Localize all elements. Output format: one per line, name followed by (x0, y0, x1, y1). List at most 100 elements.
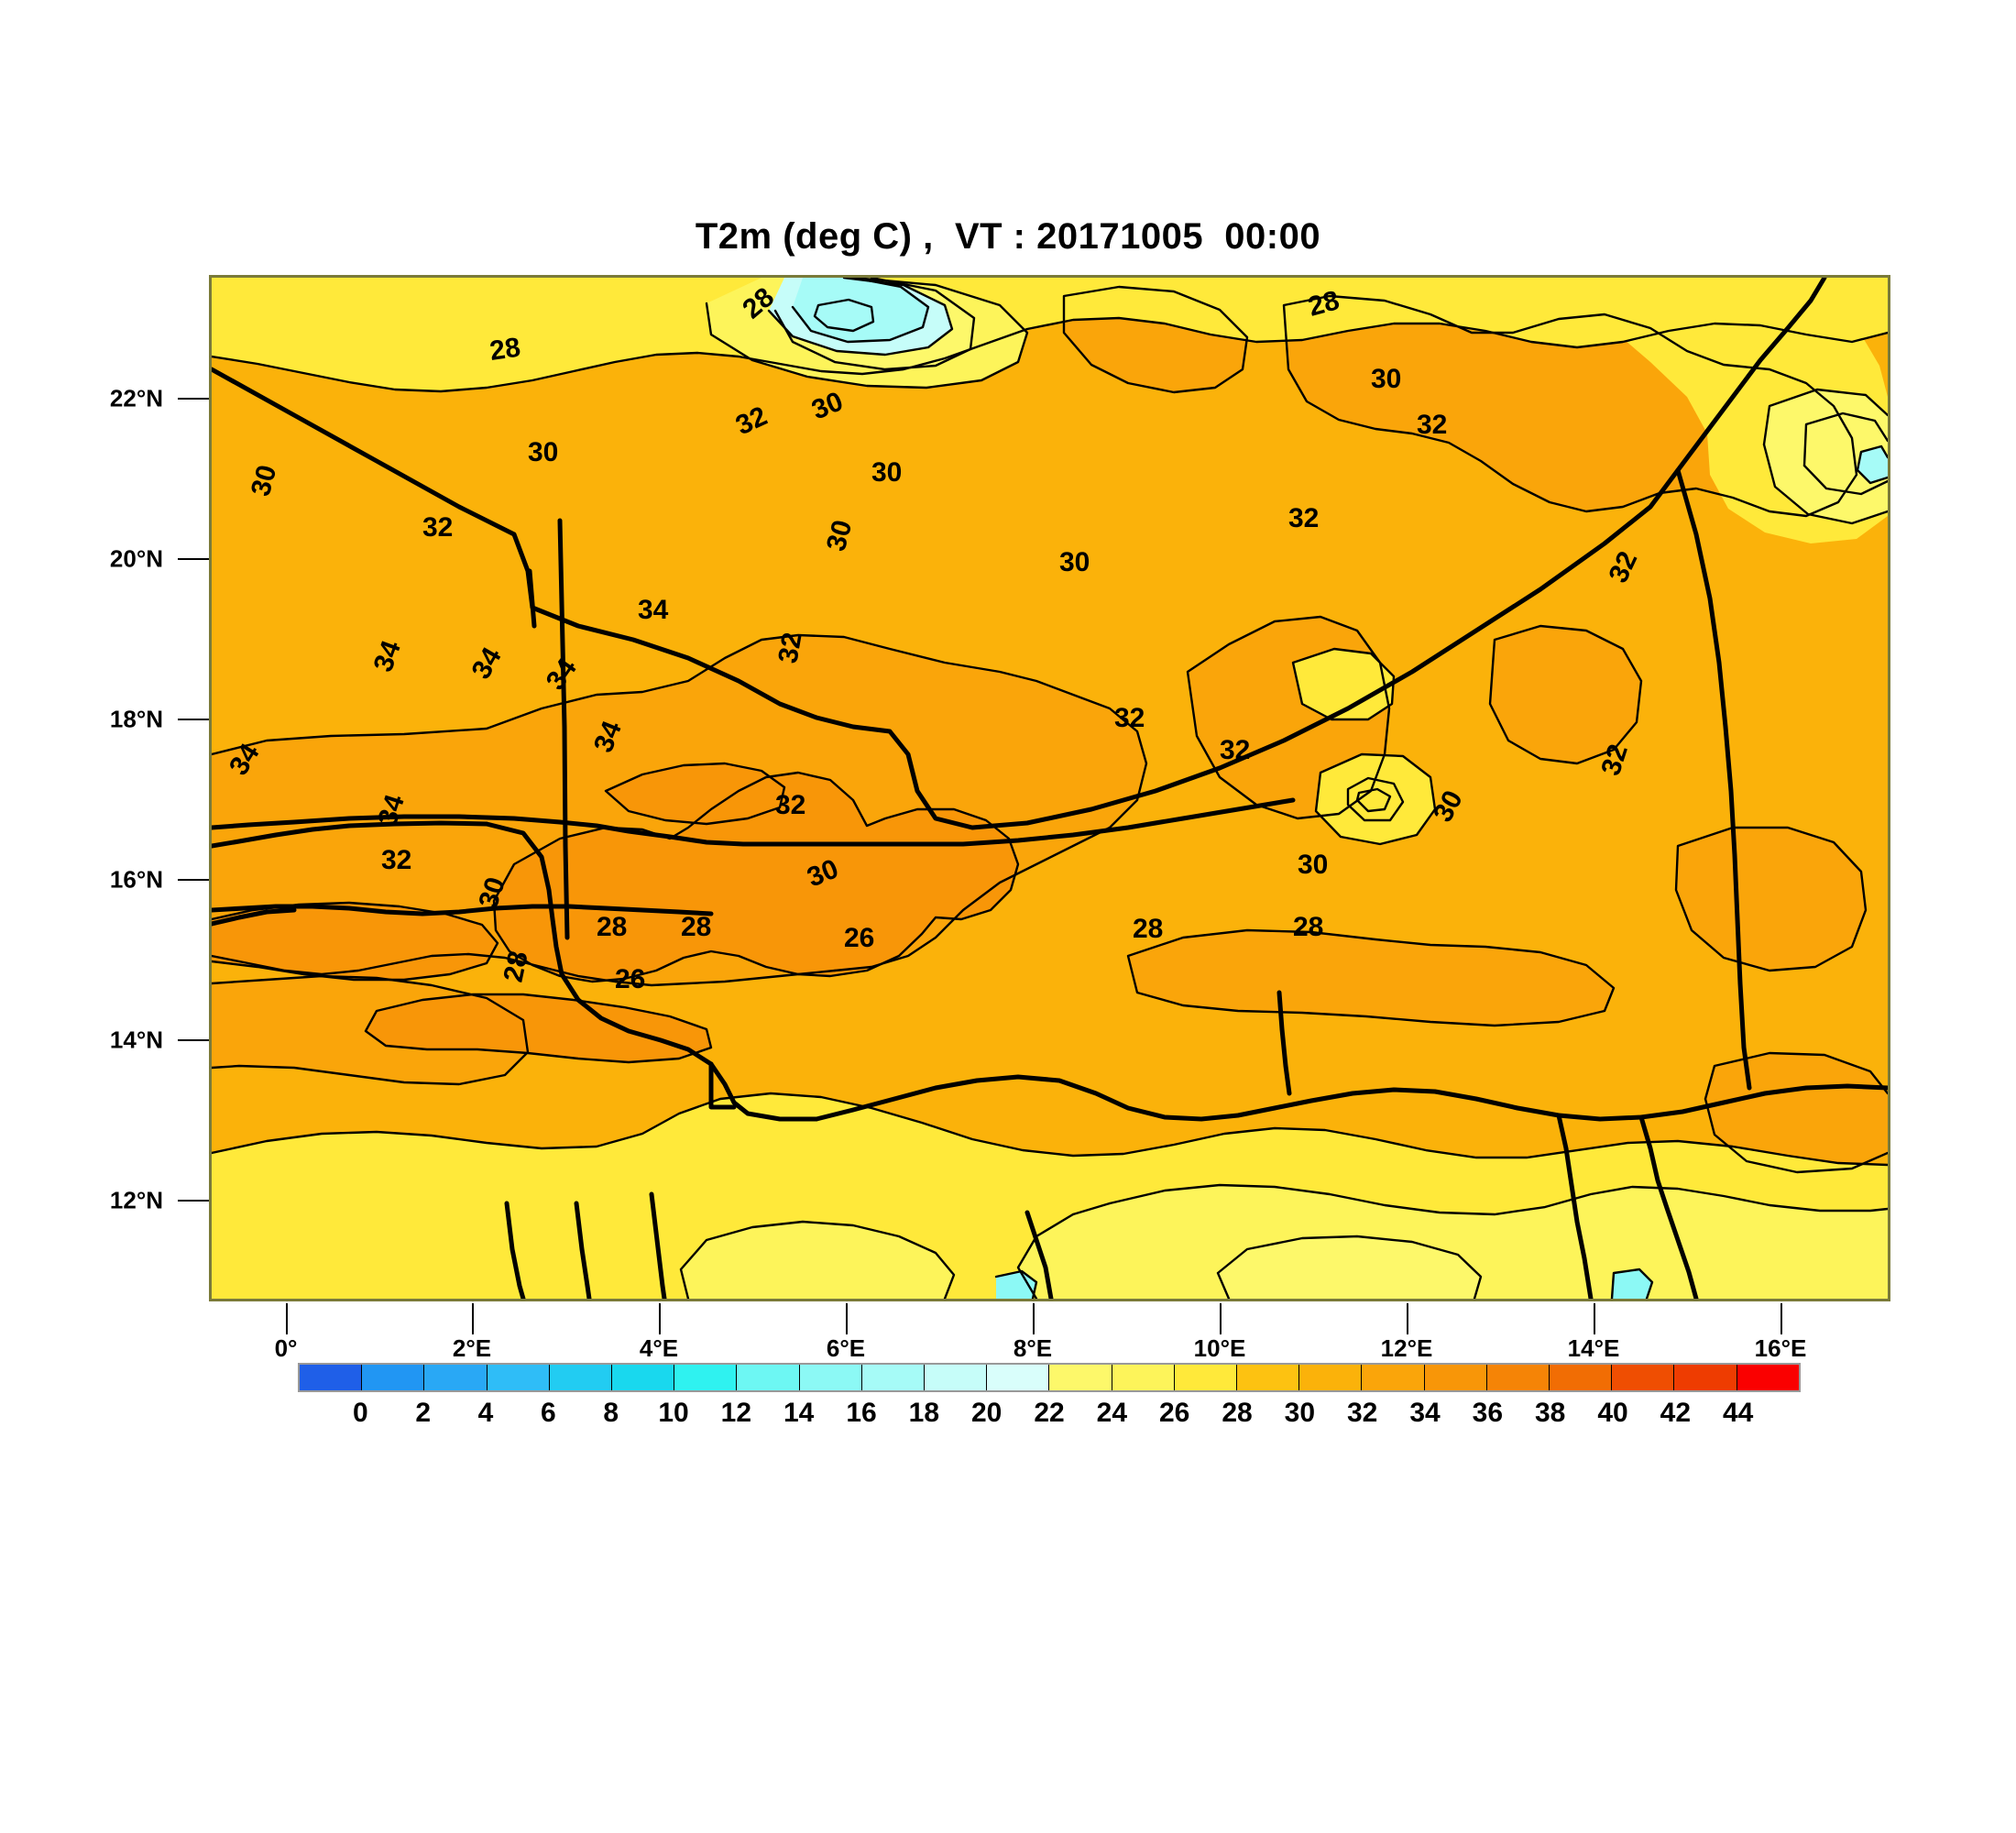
svg-text:32: 32 (1288, 503, 1319, 533)
contour-lines (212, 278, 1888, 1299)
temperature-contour-map: 28 28 28 30 30 30 30 30 30 30 32 32 32 3… (212, 278, 1888, 1299)
band-32-34-mid-strip (1128, 930, 1614, 1026)
cool-pocket-bottom (996, 1271, 1036, 1299)
band-28-30-north (212, 278, 1888, 391)
band-28-30-yellow-pockets-2 (1316, 754, 1435, 844)
svg-text:26: 26 (844, 923, 874, 953)
svg-text:30: 30 (1059, 547, 1090, 577)
colorbar-cell-17 (1361, 1365, 1424, 1390)
svg-text:32: 32 (772, 631, 807, 666)
x-axis-tick-4 (1033, 1303, 1035, 1334)
band-32-34-right (1676, 828, 1866, 971)
band-28-30-yellow-pockets-1 (1293, 649, 1394, 719)
y-axis-label-1: 20°N (109, 544, 163, 573)
y-axis-tick-0 (178, 398, 209, 400)
band-34-36-westlobe (212, 903, 498, 980)
x-axis-label-0: 0° (274, 1334, 298, 1362)
y-axis-tick-3 (178, 879, 209, 881)
colorbar-tick-14: 14 (783, 1398, 815, 1428)
colorbar-cell-23 (1736, 1365, 1799, 1390)
colorbar-tick-22: 22 (1034, 1398, 1065, 1428)
colorbar-tick-44: 44 (1722, 1398, 1754, 1428)
colorbar-cell-2 (423, 1365, 487, 1390)
cool-pocket-right (1857, 446, 1888, 483)
colorbar-tick-30: 30 (1284, 1398, 1316, 1428)
x-axis-label-5: 10°E (1193, 1334, 1246, 1362)
x-axis-label-3: 6°E (826, 1334, 866, 1362)
y-axis-tick-2 (178, 719, 209, 720)
x-axis-label-1: 2°E (452, 1334, 492, 1362)
svg-text:30: 30 (528, 437, 558, 467)
country-borders (212, 278, 1888, 1299)
colorbar-tick-20: 20 (970, 1398, 1003, 1428)
colorbar-cell-3 (486, 1365, 549, 1390)
svg-text:28: 28 (597, 912, 627, 942)
colorbar-tick-12: 12 (720, 1398, 752, 1428)
cool-pocket-small (815, 300, 873, 331)
colorbar-tick-16: 16 (846, 1398, 877, 1428)
colorbar-cell-14 (1173, 1365, 1237, 1390)
colorbar-tick-28: 28 (1222, 1398, 1253, 1428)
x-axis-label-8: 16°E (1754, 1334, 1807, 1362)
colorbar-cell-5 (611, 1365, 674, 1390)
colorbar-cell-4 (548, 1365, 612, 1390)
x-axis-tick-7 (1594, 1303, 1595, 1334)
band-34-36-north (606, 763, 784, 824)
colorbar-cell-9 (860, 1365, 925, 1390)
svg-text:32: 32 (422, 512, 453, 543)
svg-text:32: 32 (381, 845, 411, 875)
colorbar-cell-22 (1673, 1365, 1737, 1390)
svg-text:28: 28 (499, 949, 534, 985)
svg-text:30: 30 (871, 457, 902, 488)
colorbar-cell-1 (361, 1365, 424, 1390)
colorbar-cell-18 (1423, 1365, 1486, 1390)
colorbar-cell-0 (300, 1365, 362, 1390)
svg-text:32: 32 (775, 790, 805, 820)
colorbar-cell-6 (674, 1365, 737, 1390)
svg-text:30: 30 (1298, 850, 1328, 880)
svg-text:32: 32 (1220, 735, 1250, 765)
colorbar-cell-7 (736, 1365, 799, 1390)
y-axis-label-3: 16°N (109, 865, 163, 894)
svg-text:30: 30 (1371, 364, 1401, 394)
colorbar-tick-36: 36 (1472, 1398, 1504, 1428)
x-axis-label-2: 4°E (639, 1334, 679, 1362)
x-axis-tick-1 (472, 1303, 474, 1334)
svg-text:26: 26 (615, 964, 645, 994)
x-axis-label-7: 14°E (1567, 1334, 1620, 1362)
colorbar-tick-38: 38 (1534, 1398, 1566, 1428)
colorbar-tick-18: 18 (908, 1398, 940, 1428)
band-24-26-neslip (1764, 390, 1888, 523)
y-axis-label-0: 22°N (109, 384, 163, 412)
svg-text:28: 28 (488, 333, 522, 367)
x-axis-tick-2 (659, 1303, 661, 1334)
colorbar-tick-34: 34 (1409, 1398, 1441, 1428)
y-axis-label-2: 18°N (109, 705, 163, 733)
y-axis-tick-5 (178, 1200, 209, 1202)
x-axis-label-4: 8°E (1013, 1334, 1053, 1362)
colorbar-cell-8 (798, 1365, 861, 1390)
colorbar-cell-21 (1611, 1365, 1674, 1390)
band-34-36-core (494, 773, 1018, 982)
band-34-36-south (366, 994, 711, 1062)
svg-text:28: 28 (1133, 914, 1163, 944)
y-axis-tick-1 (178, 558, 209, 560)
colorbar-tick-32: 32 (1346, 1398, 1378, 1428)
svg-text:32: 32 (1114, 703, 1145, 733)
x-axis-tick-5 (1220, 1303, 1222, 1334)
colorbar-cell-15 (1236, 1365, 1299, 1390)
colorbar-tick-8: 8 (603, 1398, 619, 1428)
colorbar-tick-6: 6 (540, 1398, 556, 1428)
x-axis-label-6: 12°E (1380, 1334, 1433, 1362)
colorbar-tick-40: 40 (1597, 1398, 1628, 1428)
colorbar-cell-19 (1485, 1365, 1550, 1390)
colorbar-cell-12 (1048, 1365, 1112, 1390)
x-axis-tick-6 (1407, 1303, 1408, 1334)
map-plot-area: 28 28 28 30 30 30 30 30 30 30 32 32 32 3… (209, 275, 1890, 1301)
colorbar (298, 1363, 1801, 1392)
x-axis-tick-8 (1780, 1303, 1782, 1334)
svg-text:34: 34 (638, 595, 669, 625)
y-axis-label-5: 12°N (109, 1186, 163, 1214)
x-axis-tick-3 (846, 1303, 848, 1334)
